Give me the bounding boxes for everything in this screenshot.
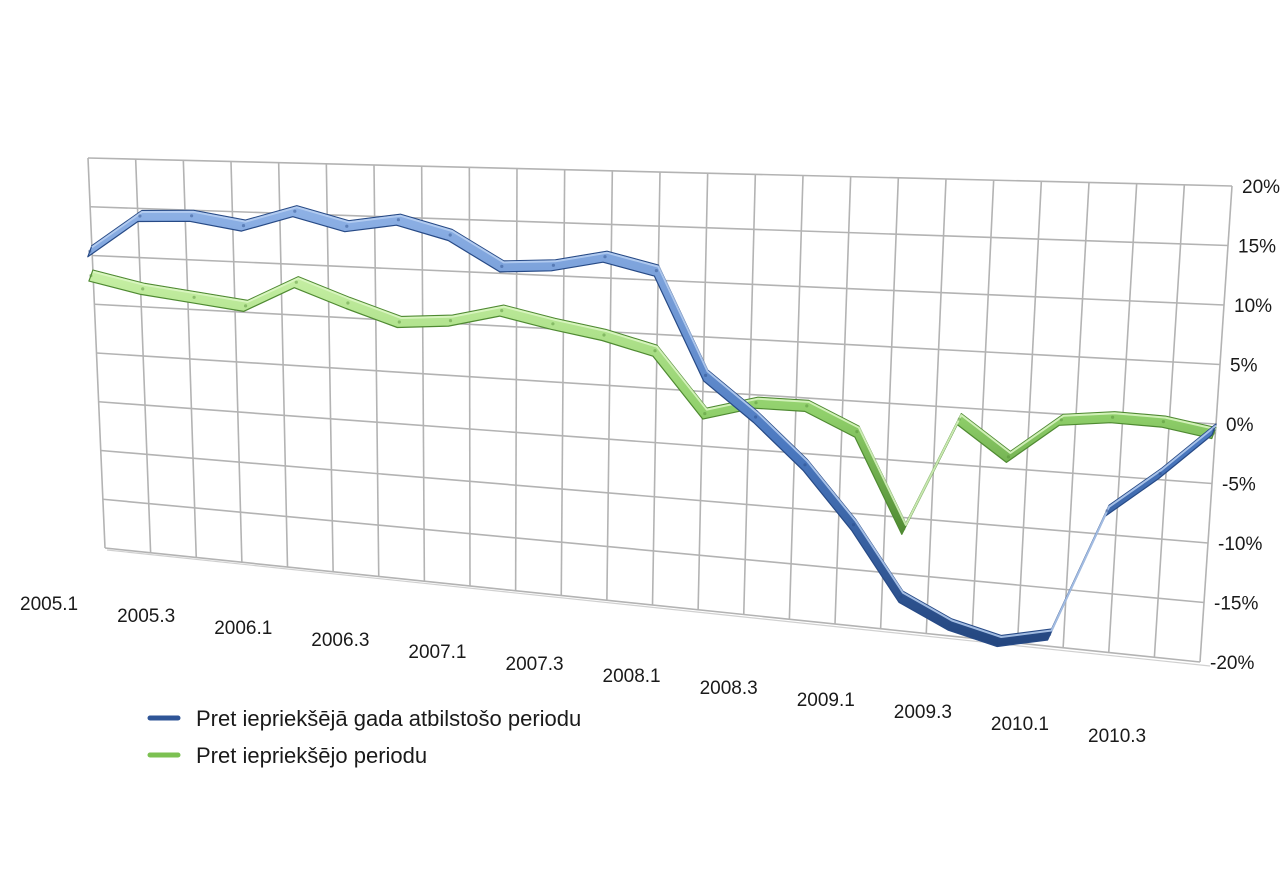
series-2-point — [244, 304, 248, 308]
series-2-point — [551, 322, 555, 326]
y-tick-label: 5% — [1230, 356, 1258, 377]
series-1-point — [803, 463, 807, 467]
series-1-point — [1158, 471, 1162, 476]
series-1-point — [293, 209, 297, 213]
y-tick-label: -5% — [1222, 475, 1256, 496]
grid-line-horizontal — [100, 449, 1209, 544]
y-tick-label: 20% — [1242, 177, 1280, 198]
grid-line-horizontal — [87, 157, 1233, 187]
series-1-point — [948, 622, 952, 627]
x-tick-label: 2005.1 — [20, 594, 78, 615]
plot-floor-edge — [106, 549, 1211, 667]
legend-label-series-2: Pret iepriekšējo periodu — [196, 743, 427, 768]
series-2-point — [1111, 415, 1115, 419]
series-2-ribbon — [88, 269, 1217, 535]
series-2-point — [703, 412, 707, 416]
x-tick-label: 2007.1 — [408, 642, 466, 663]
series-2-point — [754, 401, 758, 405]
x-tick-label: 2006.1 — [214, 618, 272, 639]
y-tick-label: 15% — [1238, 237, 1276, 258]
series-1-point — [1048, 632, 1052, 637]
series-2-point — [500, 309, 504, 313]
series-2-point — [1006, 455, 1011, 459]
series-2-point — [602, 333, 606, 337]
y-tick-label: -15% — [1214, 594, 1258, 615]
x-axis-ticks: 2005.1 2005.3 2006.1 2006.3 2007.1 2007.3 2008… — [20, 594, 1146, 747]
y-tick-label: -20% — [1210, 653, 1254, 674]
series-2-line — [88, 269, 1217, 535]
x-tick-label: 2009.1 — [797, 690, 855, 711]
series-1-point — [899, 595, 903, 599]
series-2-point — [346, 301, 350, 305]
series-2-point — [855, 430, 859, 434]
x-tick-label: 2008.1 — [603, 666, 661, 687]
series-2-point — [192, 295, 196, 299]
x-tick-label: 2009.3 — [894, 702, 952, 723]
series-1-point — [345, 224, 349, 228]
series-2-point — [1059, 418, 1063, 422]
series-1-point — [1212, 427, 1216, 432]
plot-grid — [87, 157, 1233, 667]
legend: Pret iepriekšējā gada atbilstošo periodu… — [147, 706, 581, 768]
series-1-point — [654, 269, 659, 273]
plot-series — [87, 205, 1217, 648]
series-1-point — [603, 255, 607, 259]
series-1-highlight — [91, 206, 1217, 638]
x-tick-label: 2010.3 — [1088, 726, 1146, 747]
x-tick-label: 2005.3 — [117, 606, 175, 627]
x-tick-label: 2010.1 — [991, 714, 1049, 735]
series-1-point — [190, 214, 194, 218]
series-2-point — [1161, 420, 1165, 424]
y-tick-label: 0% — [1226, 415, 1254, 436]
series-2-point — [397, 320, 401, 324]
series-1-point — [448, 233, 452, 237]
grid-line-horizontal — [98, 400, 1213, 485]
series-1-point — [851, 523, 856, 527]
series-1-point — [997, 639, 1001, 643]
grid-line-horizontal — [94, 303, 1221, 366]
y-tick-label: 10% — [1234, 296, 1272, 317]
series-2-point — [89, 274, 93, 278]
series-2-point — [294, 280, 298, 284]
series-1-ribbon — [87, 205, 1217, 648]
series-2-point — [448, 319, 453, 323]
series-1-point — [754, 415, 758, 419]
series-1-point — [241, 224, 246, 228]
series-1-point — [551, 263, 556, 267]
legend-label-series-1: Pret iepriekšējā gada atbilstošo periodu — [196, 706, 581, 731]
series-2-point — [805, 404, 809, 408]
series-1-point — [1105, 509, 1109, 513]
series-1-point — [704, 373, 708, 377]
series-2-point — [141, 287, 145, 291]
grid-line-horizontal — [96, 352, 1217, 425]
legend-item-series-2: Pret iepriekšējo periodu — [147, 743, 427, 768]
x-tick-label: 2006.3 — [311, 630, 369, 651]
series-1-point — [88, 249, 92, 253]
series-1-point — [396, 218, 400, 222]
grid-line-horizontal — [102, 498, 1205, 604]
series-1-line — [87, 205, 1217, 648]
series-2-point — [653, 349, 657, 353]
y-tick-label: -10% — [1218, 534, 1262, 555]
series-2-point — [902, 527, 906, 531]
series-2-highlight — [92, 270, 1217, 526]
series-2-point — [957, 417, 961, 421]
y-axis-ticks: 20% 15% 10% 5% 0% -5% -10% -15% -20% — [1210, 177, 1280, 674]
series-1-point — [500, 264, 504, 268]
x-tick-label: 2007.3 — [506, 654, 564, 675]
x-tick-label: 2008.3 — [700, 678, 758, 699]
series-1-point — [138, 214, 142, 218]
legend-item-series-1: Pret iepriekšējā gada atbilstošo periodu — [147, 706, 581, 731]
